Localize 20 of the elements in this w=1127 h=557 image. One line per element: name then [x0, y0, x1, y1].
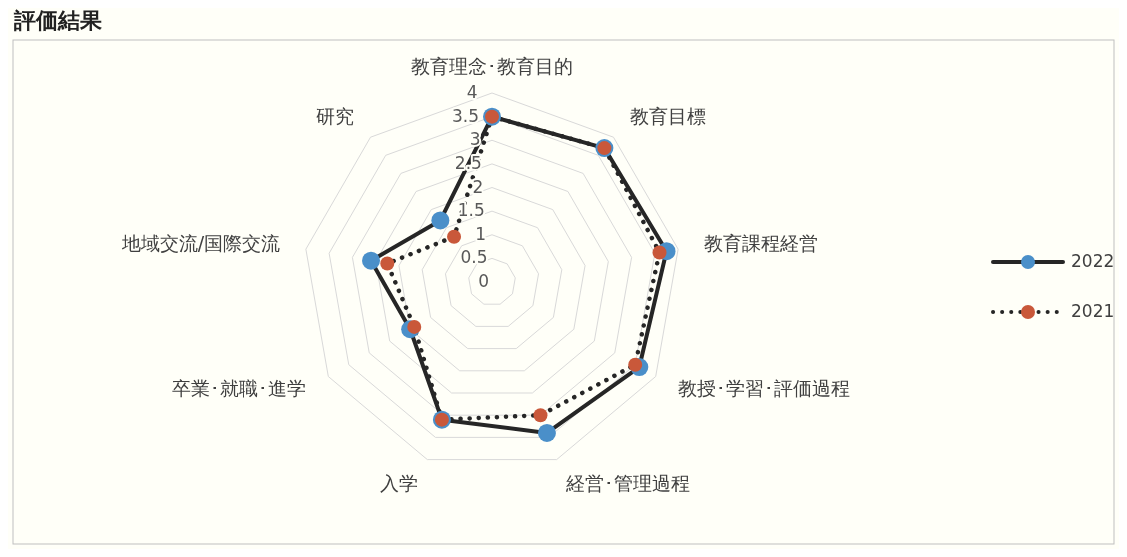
- chart-title: 評価結果: [13, 8, 103, 33]
- spoke-label: 教育課程経営: [703, 232, 818, 255]
- spoke-label: 経営･管理過程: [564, 471, 690, 494]
- spoke-label: 教育理念･教育目的: [411, 54, 573, 77]
- legend-label: 2021: [1071, 301, 1115, 321]
- y-tick-label: 1.5: [457, 200, 485, 221]
- spoke-label: 研究: [315, 104, 354, 127]
- y-tick-label: 0.5: [460, 247, 488, 268]
- y-tick-label: 0: [478, 271, 489, 291]
- spoke-label: 教授･学習･評価過程: [678, 376, 851, 399]
- spoke-label: 入学: [380, 471, 419, 494]
- y-tick-label: 4: [466, 82, 478, 102]
- y-tick-label: 2: [472, 176, 484, 197]
- legend-label: 2022: [1071, 251, 1115, 271]
- y-tick-label: 3: [469, 129, 481, 150]
- spoke-label: 地域交流/国際交流: [120, 232, 281, 255]
- spoke-label: 教育目標: [630, 104, 707, 127]
- y-tick-label: 1: [475, 223, 487, 244]
- spoke-label: 卒業･就職･進学: [171, 376, 306, 399]
- y-tick-label: 3.5: [452, 105, 480, 126]
